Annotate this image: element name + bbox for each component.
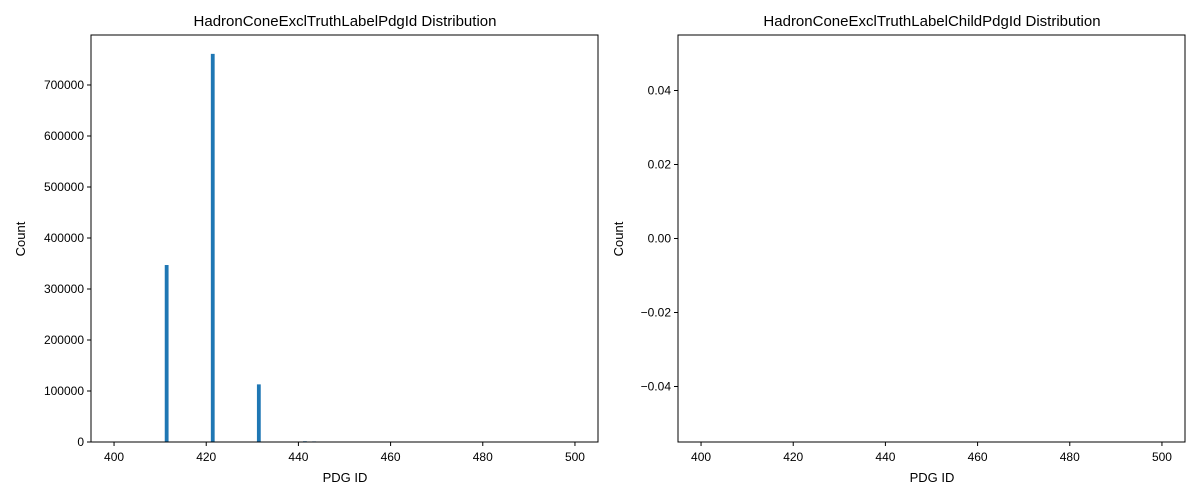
y-tick-label-left: 300000	[44, 282, 84, 296]
x-axis-ticks-left: 400 420 440 460 480 500	[104, 442, 585, 464]
x-tick-label-left: 440	[288, 450, 308, 464]
x-tick-label-right: 480	[1060, 450, 1080, 464]
x-tick-label-right: 420	[783, 450, 803, 464]
y-tick-label-left: 100000	[44, 384, 84, 398]
chart-panel-left: HadronConeExclTruthLabelPdgId Distributi…	[13, 13, 599, 485]
x-tick-label-left: 420	[196, 450, 216, 464]
bar-left-411	[164, 265, 169, 442]
y-axis-label-right: Count	[611, 221, 626, 256]
x-axis-ticks-right: 400 420 440 460 480 500	[691, 442, 1172, 464]
y-tick-label-left: 200000	[44, 333, 84, 347]
x-tick-label-right: 500	[1152, 450, 1172, 464]
x-tick-label-left: 480	[473, 450, 493, 464]
y-tick-label-left: 400000	[44, 231, 84, 245]
y-axis-label-left: Count	[13, 221, 28, 256]
x-tick-label-left: 460	[381, 450, 401, 464]
y-axis-ticks-right: −0.04 −0.02 0.00 0.02 0.04	[641, 84, 678, 394]
y-tick-label-left: 0	[77, 435, 84, 449]
x-tick-label-right: 400	[691, 450, 711, 464]
y-tick-label-right: 0.04	[648, 84, 672, 98]
x-axis-label-right: PDG ID	[910, 470, 955, 485]
x-tick-label-right: 440	[875, 450, 895, 464]
x-tick-label-left: 500	[565, 450, 585, 464]
x-axis-label-left: PDG ID	[323, 470, 368, 485]
y-axis-ticks-left: 0 100000 200000 300000 400000 500000 600000 700…	[44, 78, 91, 449]
y-tick-label-right: 0.00	[648, 232, 672, 246]
y-tick-label-right: 0.02	[648, 158, 672, 172]
chart-title-right: HadronConeExclTruthLabelChildPdgId Distr…	[763, 13, 1100, 30]
x-tick-label-left: 400	[104, 450, 124, 464]
y-tick-label-right: −0.04	[641, 380, 672, 394]
y-tick-label-right: −0.02	[641, 306, 672, 320]
bar-left-421	[210, 53, 215, 443]
y-tick-label-left: 700000	[44, 78, 84, 92]
plot-frame-left	[90, 34, 599, 443]
chart-panel-right: HadronConeExclTruthLabelChildPdgId Distr…	[611, 13, 1186, 485]
chart-title-left: HadronConeExclTruthLabelPdgId Distributi…	[194, 13, 497, 30]
bar-left-431	[256, 384, 261, 442]
y-tick-label-left: 500000	[44, 180, 84, 194]
y-tick-label-left: 600000	[44, 129, 84, 143]
x-tick-label-right: 460	[968, 450, 988, 464]
